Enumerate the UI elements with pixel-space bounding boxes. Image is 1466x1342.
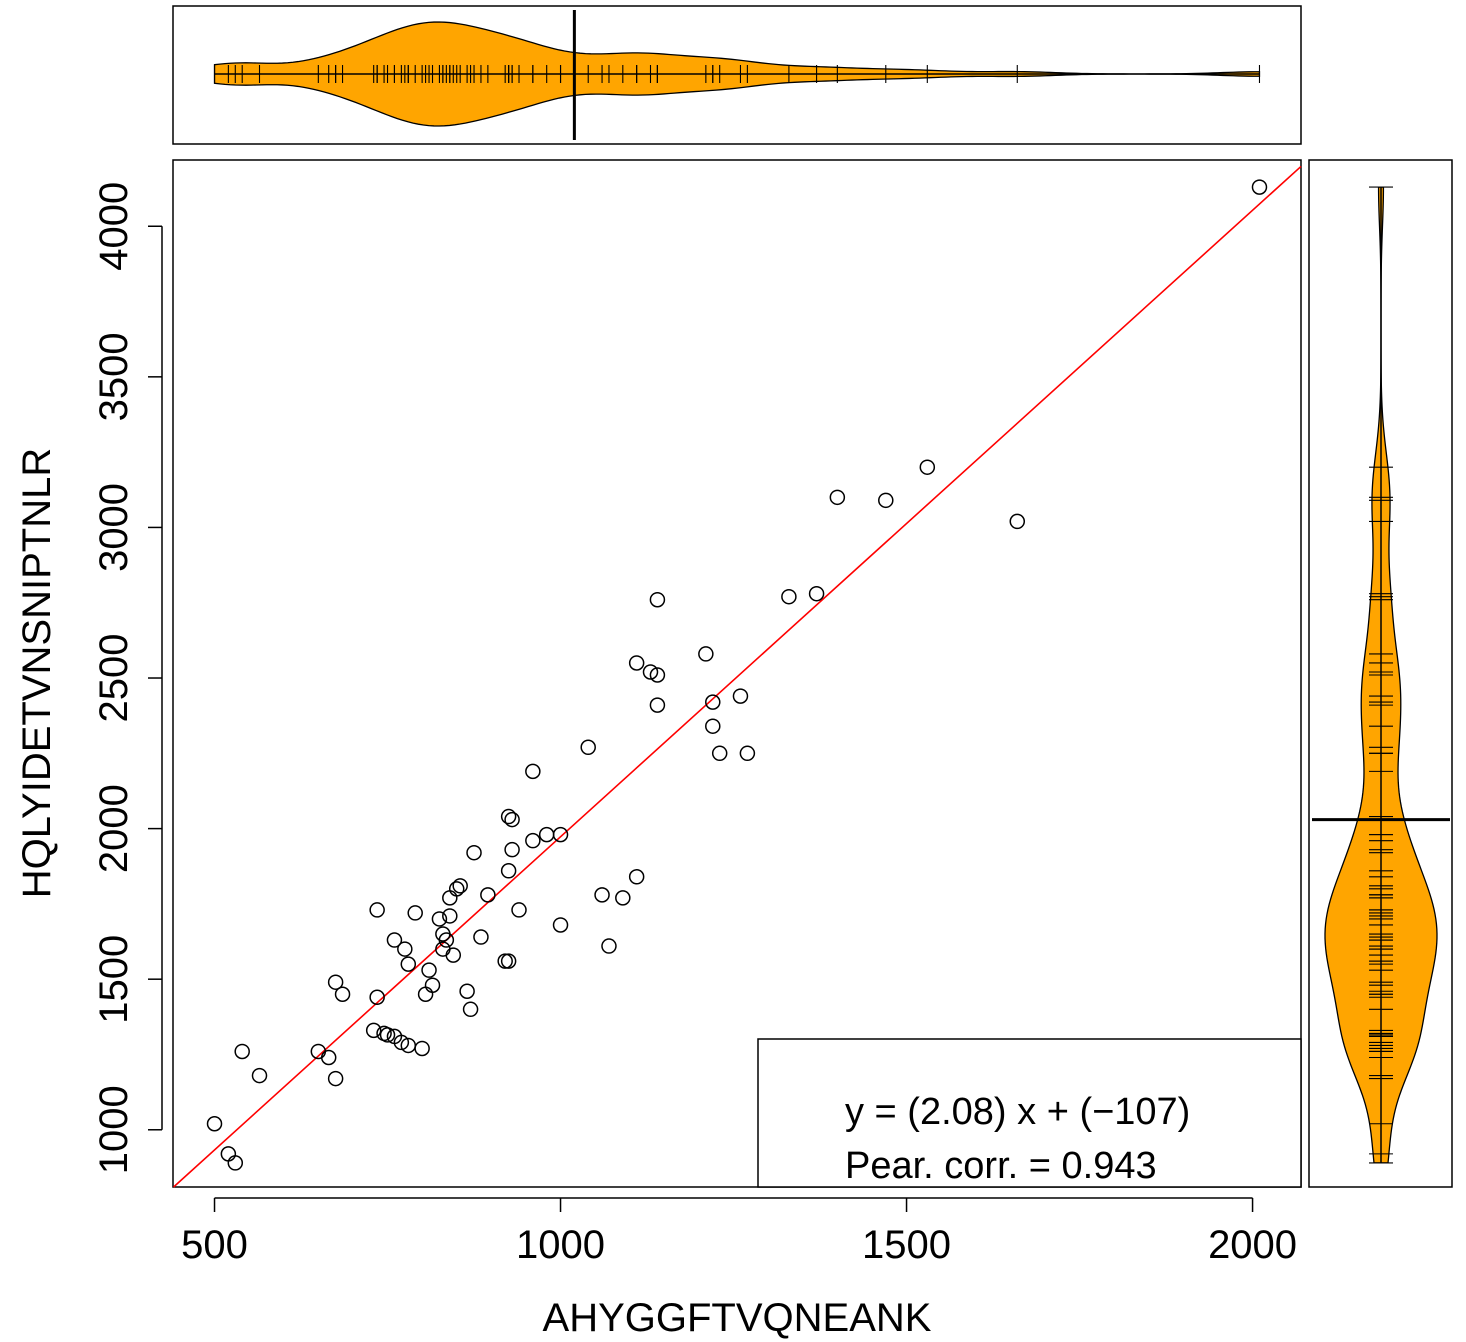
data-point <box>227 1155 244 1171</box>
y-tick-label: 4000 <box>92 182 136 271</box>
data-point <box>365 1022 382 1039</box>
x-tick-label: 1500 <box>862 1223 951 1267</box>
data-point <box>459 983 475 999</box>
data-point <box>473 929 489 945</box>
data-point <box>407 905 423 921</box>
y-tick-label: 1500 <box>92 935 136 1024</box>
data-point <box>552 917 569 933</box>
data-point <box>500 808 517 825</box>
right-marginal-violin <box>1312 186 1450 1164</box>
data-point <box>452 878 468 894</box>
data-point <box>320 1049 337 1066</box>
top-marginal-frame <box>172 5 1302 145</box>
data-point <box>421 962 437 978</box>
pearson-correlation: Pear. corr. = 0.943 <box>845 1145 1157 1187</box>
y-tick-label: 3500 <box>92 332 136 421</box>
data-point <box>739 745 756 762</box>
data-point <box>466 844 482 861</box>
data-point <box>442 890 458 906</box>
data-point <box>808 585 825 602</box>
data-point <box>504 811 520 828</box>
data-point <box>580 739 596 756</box>
data-point <box>500 953 517 969</box>
data-point <box>781 588 797 605</box>
x-tick-label: 2000 <box>1208 1223 1297 1267</box>
x-axis: 500 1000 1500 2000 <box>181 1197 1297 1267</box>
data-point <box>525 832 541 849</box>
data-point <box>829 489 846 506</box>
data-point <box>642 664 659 680</box>
x-tick-label: 1000 <box>516 1223 605 1267</box>
data-point <box>698 646 714 662</box>
data-point <box>649 591 666 608</box>
y-tick-label: 1000 <box>92 1085 136 1174</box>
data-point <box>601 938 617 954</box>
data-point <box>369 902 385 918</box>
data-point <box>511 902 527 918</box>
data-point <box>1009 513 1026 530</box>
data-point <box>628 869 645 885</box>
data-point <box>438 932 455 948</box>
data-point <box>400 956 417 972</box>
legend-box <box>757 1038 1302 1188</box>
right-marginal-frame <box>1308 159 1453 1188</box>
data-point <box>462 1001 479 1018</box>
data-point <box>379 1027 396 1043</box>
data-point <box>649 697 666 713</box>
data-point <box>480 887 496 903</box>
data-point <box>615 890 631 906</box>
top-marginal-violin <box>213 10 1261 140</box>
data-point <box>705 718 721 734</box>
data-point <box>369 989 385 1006</box>
data-point <box>878 492 894 509</box>
data-point <box>538 826 555 843</box>
data-point <box>594 887 610 903</box>
regression-equation: y = (2.08) x + (−107) <box>845 1091 1190 1133</box>
data-point <box>417 986 434 1002</box>
data-point <box>327 974 344 990</box>
main-plot-frame <box>172 159 1302 1188</box>
x-tick-label: 500 <box>181 1223 248 1267</box>
y-axis: 1000 1500 2000 2500 3000 3500 4000 <box>92 182 163 1174</box>
data-point <box>397 941 413 957</box>
data-point <box>500 863 517 879</box>
scatter-points <box>206 179 1268 1171</box>
y-tick-label: 2000 <box>92 784 136 873</box>
data-point <box>251 1067 268 1084</box>
data-point <box>628 655 645 671</box>
x-axis-label: AHYGGFTVQNEANK <box>543 1296 932 1340</box>
y-tick-label: 3000 <box>92 483 136 572</box>
data-point <box>445 947 462 963</box>
data-point <box>393 1034 410 1051</box>
data-point <box>334 986 351 1002</box>
data-point <box>711 745 728 762</box>
data-point <box>705 694 721 710</box>
data-point <box>424 977 441 993</box>
data-point <box>552 826 569 843</box>
data-point <box>732 688 749 704</box>
data-point <box>442 908 458 924</box>
data-point <box>327 1070 344 1087</box>
regression-line <box>173 165 1302 1188</box>
data-point <box>448 881 465 897</box>
regression-line-segment <box>173 165 1302 1188</box>
data-point <box>234 1043 250 1060</box>
y-tick-label: 2500 <box>92 634 136 723</box>
data-point <box>497 953 513 969</box>
y-axis-label: HQLYIDETVNSNIPTNLR <box>15 448 59 898</box>
data-point <box>386 932 403 948</box>
data-point <box>525 763 541 780</box>
data-point <box>220 1146 237 1162</box>
data-point <box>919 459 936 475</box>
data-point <box>414 1040 430 1057</box>
data-point <box>431 911 448 927</box>
data-point <box>1251 179 1268 195</box>
data-point <box>206 1116 223 1132</box>
data-point <box>504 841 520 858</box>
data-point <box>649 667 666 683</box>
